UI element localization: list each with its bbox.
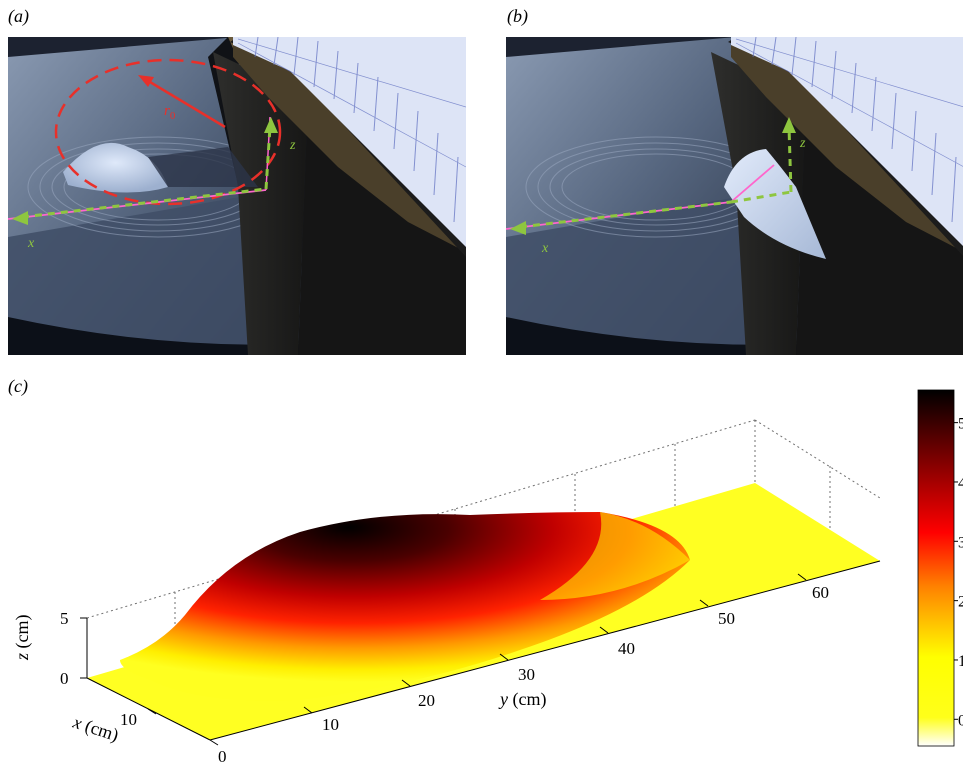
z-axis-label: z (cm) (12, 615, 33, 662)
surface-heap (120, 512, 690, 701)
x-axis-label: x (cm) (70, 711, 122, 746)
axis-z-label-b: z (799, 136, 806, 151)
photo-a: r0 x z (8, 37, 466, 355)
y-axis-label: y (cm) (498, 689, 546, 710)
axis-x-label-b: x (541, 241, 549, 256)
y-tick-50: 50 (718, 609, 735, 628)
surface-plot: 5 0 z (cm) 10 0 x (cm) 10 20 30 40 50 60… (12, 389, 963, 762)
colorbar-tick-1: 1 (958, 653, 963, 670)
panel-label-b: (b) (507, 6, 528, 26)
colorbar (917, 389, 955, 747)
photo-b-drawing: x z (506, 37, 963, 355)
photo-b: x z (506, 37, 963, 355)
y-tick-30: 30 (518, 665, 535, 684)
colorbar-tick-2: 2 (958, 594, 963, 611)
colorbar-tick-5: 5 (958, 416, 963, 433)
colorbar-tick-4: 4 (958, 475, 963, 492)
axis-z-label-a: z (289, 138, 296, 153)
panel-label-c: (c) (8, 376, 28, 396)
photo-a-drawing: r0 x z (8, 37, 466, 355)
y-tick-60: 60 (812, 583, 829, 602)
colorbar-tick-0: 0 (958, 712, 963, 729)
z-tick-0: 0 (60, 669, 69, 688)
panel-label-a: (a) (8, 6, 29, 26)
colorbar-tick-3: 3 (958, 534, 963, 551)
y-tick-20: 20 (418, 691, 435, 710)
x-tick-10: 10 (120, 710, 137, 729)
z-tick-5: 5 (60, 609, 69, 628)
y-tick-40: 40 (618, 639, 635, 658)
y-tick-10: 10 (322, 715, 339, 734)
x-tick-0: 0 (218, 747, 227, 762)
radius-label: r0 (164, 103, 176, 122)
axis-x-label-a: x (27, 236, 35, 251)
